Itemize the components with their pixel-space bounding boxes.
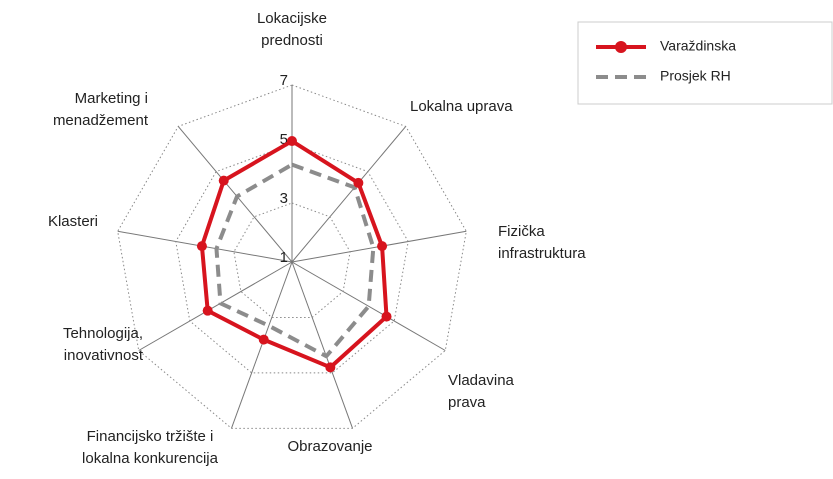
category-label: lokalna konkurencija [82,450,219,467]
series-point [353,177,364,188]
spoke [230,261,293,429]
series-point [325,362,336,373]
spoke [138,261,293,351]
grid-ring [175,143,409,374]
r-tick-label: 7 [280,72,288,89]
category-label: Obrazovanje [287,438,372,455]
spoke [291,126,407,263]
category-label: infrastruktura [498,245,586,262]
category-label: Financijsko tržište i [87,428,214,445]
legend-label: Varaždinska [660,38,736,54]
legend-marker [615,41,627,53]
category-label: Marketing i [75,90,148,107]
spoke [291,261,354,429]
category-label: Lokalna uprava [410,98,513,115]
category-label: menadžement [53,112,149,129]
series-point [196,241,207,252]
category-label: inovativnost [64,347,144,364]
r-tick-label: 1 [280,249,288,266]
series-point [218,175,229,186]
series-point [258,334,269,345]
grid-ring [233,202,351,318]
series-line [214,162,376,359]
series-point [381,311,392,322]
series-point [202,305,213,316]
category-label: Fizička [498,223,545,240]
legend-label: Prosjek RH [660,68,731,84]
category-label: Vladavina [448,372,515,389]
category-label: Tehnologija, [63,325,143,342]
category-label: prednosti [261,32,323,49]
category-label: Klasteri [48,213,98,230]
legend-box [577,21,833,105]
series-line [199,139,389,370]
category-label: prava [448,394,486,411]
category-label: Lokacijske [257,10,327,27]
spoke [177,126,293,263]
grid-ring [117,84,467,429]
series-point [287,136,297,147]
spoke [291,261,446,351]
r-tick-label: 5 [280,131,288,148]
r-tick-label: 3 [280,190,288,207]
series-point [377,241,388,252]
